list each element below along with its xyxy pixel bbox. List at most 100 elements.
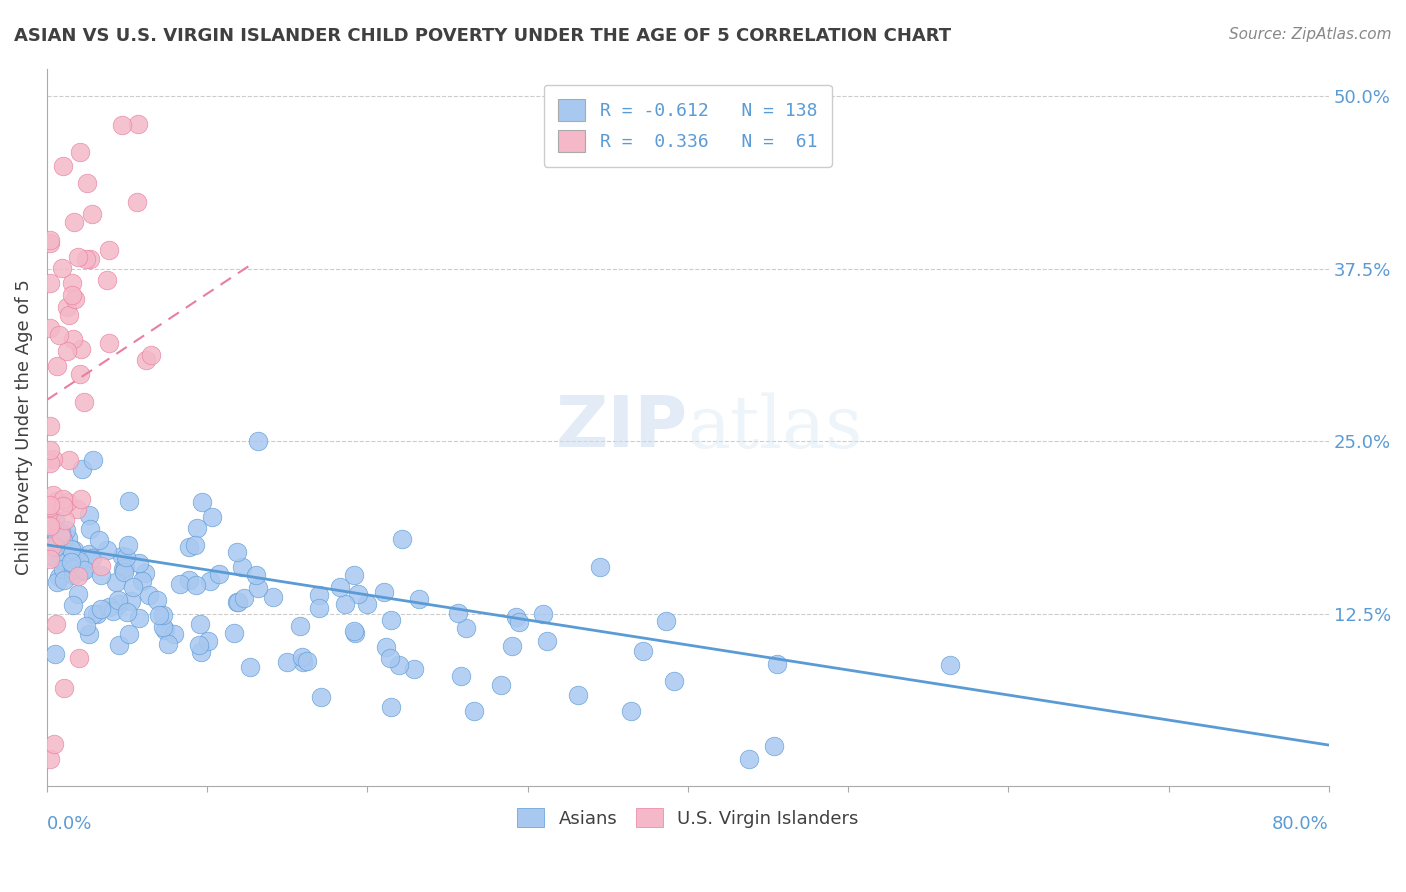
Point xyxy=(96,273,118,287)
Point xyxy=(39,516,62,531)
Point xyxy=(44,535,66,549)
Point xyxy=(75,619,97,633)
Point xyxy=(108,638,131,652)
Point xyxy=(104,575,127,590)
Point xyxy=(508,615,530,629)
Point xyxy=(62,567,84,582)
Point xyxy=(77,626,100,640)
Point xyxy=(246,434,269,449)
Point xyxy=(763,739,786,753)
Point xyxy=(42,488,65,502)
Point xyxy=(44,513,66,527)
Point xyxy=(152,620,174,634)
Point xyxy=(380,613,402,627)
Point xyxy=(79,252,101,267)
Point xyxy=(198,574,221,589)
Point xyxy=(49,553,72,567)
Point xyxy=(69,145,91,160)
Point xyxy=(82,607,104,621)
Point xyxy=(75,252,97,267)
Point xyxy=(329,580,352,594)
Point xyxy=(82,453,104,467)
Point xyxy=(134,566,156,581)
Point xyxy=(66,250,89,264)
Point xyxy=(233,591,256,605)
Point xyxy=(55,523,77,537)
Point xyxy=(128,557,150,571)
Point xyxy=(79,548,101,562)
Point xyxy=(765,657,787,671)
Point xyxy=(60,288,83,302)
Point xyxy=(48,570,70,584)
Point xyxy=(146,592,169,607)
Point xyxy=(56,300,79,314)
Point xyxy=(190,645,212,659)
Point xyxy=(380,699,402,714)
Point xyxy=(41,452,63,467)
Point xyxy=(127,117,149,131)
Point xyxy=(589,559,612,574)
Point xyxy=(262,590,284,604)
Point xyxy=(107,597,129,611)
Point xyxy=(111,549,134,563)
Point xyxy=(115,605,138,619)
Point xyxy=(163,627,186,641)
Point xyxy=(49,526,72,541)
Point xyxy=(56,495,79,509)
Point xyxy=(536,633,558,648)
Point xyxy=(44,647,66,661)
Point xyxy=(86,607,108,622)
Point xyxy=(107,593,129,607)
Point xyxy=(44,550,66,565)
Text: ASIAN VS U.S. VIRGIN ISLANDER CHILD POVERTY UNDER THE AGE OF 5 CORRELATION CHART: ASIAN VS U.S. VIRGIN ISLANDER CHILD POVE… xyxy=(14,27,952,45)
Point xyxy=(52,533,75,547)
Point xyxy=(308,600,330,615)
Point xyxy=(184,578,207,592)
Point xyxy=(39,498,62,512)
Point xyxy=(70,462,93,476)
Point xyxy=(114,565,136,579)
Point xyxy=(662,673,685,688)
Point xyxy=(51,261,73,276)
Point xyxy=(67,587,90,601)
Point xyxy=(531,607,554,622)
Point xyxy=(90,567,112,582)
Point xyxy=(291,650,314,665)
Point xyxy=(79,522,101,536)
Point xyxy=(72,563,94,577)
Point xyxy=(70,492,93,507)
Point xyxy=(111,119,134,133)
Point xyxy=(52,492,75,507)
Point xyxy=(111,562,134,576)
Point xyxy=(97,336,120,351)
Point xyxy=(295,654,318,668)
Point xyxy=(53,681,76,695)
Point xyxy=(378,650,401,665)
Point xyxy=(48,328,70,343)
Point xyxy=(45,575,67,590)
Point xyxy=(39,321,62,335)
Point xyxy=(343,624,366,638)
Point xyxy=(333,598,356,612)
Point xyxy=(98,244,121,258)
Point xyxy=(52,159,75,173)
Point xyxy=(52,573,75,587)
Point xyxy=(222,626,245,640)
Point xyxy=(139,348,162,362)
Point xyxy=(62,332,84,346)
Point xyxy=(44,540,66,554)
Point xyxy=(39,457,62,471)
Point xyxy=(177,541,200,555)
Point xyxy=(292,655,315,669)
Point xyxy=(39,752,62,766)
Point xyxy=(58,308,80,322)
Point xyxy=(49,529,72,543)
Point xyxy=(90,602,112,616)
Point xyxy=(356,597,378,611)
Point xyxy=(156,637,179,651)
Point xyxy=(231,560,253,574)
Point xyxy=(184,538,207,552)
Point xyxy=(391,532,413,546)
Point xyxy=(39,418,62,433)
Point xyxy=(89,533,111,548)
